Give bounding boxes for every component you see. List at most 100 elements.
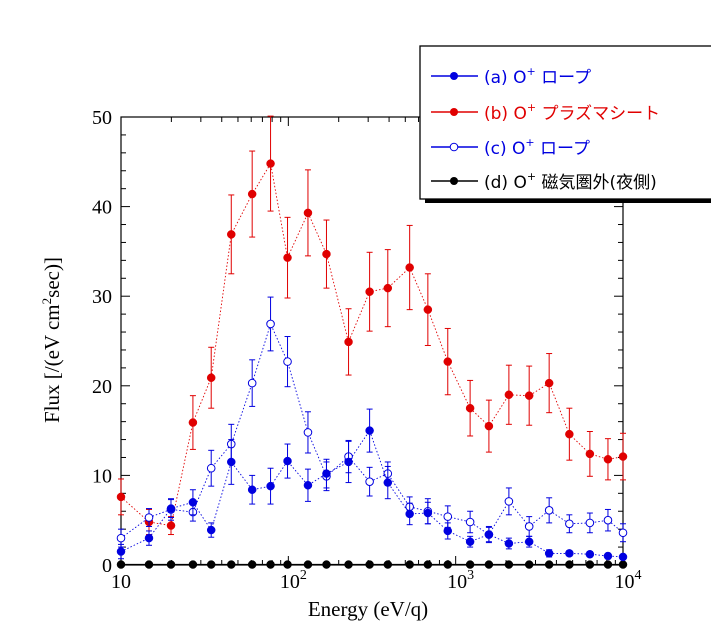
data-point (283, 560, 292, 569)
legend-label-tail: プラズマシート (536, 104, 660, 124)
data-point (266, 159, 275, 168)
data-point (405, 509, 414, 519)
legend-marker (450, 108, 458, 116)
y-axis-title-superscript: 2 (39, 298, 54, 305)
legend-marker (450, 177, 458, 185)
data-point (465, 517, 475, 527)
y-axis-title-main: Flux [/(eV cm (40, 304, 64, 423)
series-d (116, 560, 628, 569)
data-point (206, 525, 216, 535)
data-point (443, 357, 453, 366)
y-tick-label: 20 (92, 376, 112, 398)
x-axis-title: Energy (eV/q) (308, 597, 428, 621)
data-point (283, 357, 292, 366)
data-point (465, 403, 475, 413)
data-point (544, 378, 554, 388)
legend-label-superscript: + (525, 136, 534, 149)
data-point (603, 515, 613, 525)
data-point (344, 337, 353, 347)
data-point (303, 560, 313, 569)
data-point (504, 539, 514, 548)
legend-label-superscript: + (526, 65, 535, 78)
data-point (603, 455, 613, 464)
data-point (188, 560, 198, 569)
legend: (a) O+ ロープ(b) O+ プラズマシート(c) O+ ロープ(d) O+… (419, 45, 711, 203)
y-axis-title-tail: sec)] (40, 257, 64, 298)
legend-label: (b) O+ プラズマシート (484, 101, 660, 124)
data-point (365, 426, 374, 435)
y-tick-label: 10 (92, 465, 112, 487)
data-point (484, 421, 494, 431)
data-point (303, 208, 313, 218)
x-tick-label: 104 (615, 568, 642, 593)
data-point (247, 189, 257, 199)
data-point (116, 547, 126, 556)
series-line (120, 322, 624, 539)
data-point (247, 378, 257, 388)
data-point (618, 452, 628, 461)
data-point (524, 560, 534, 569)
data-point (423, 560, 433, 569)
data-point (544, 549, 554, 558)
data-point (116, 533, 126, 543)
data-point (405, 560, 414, 569)
data-point (247, 560, 257, 569)
data-point (344, 560, 353, 569)
data-point (365, 287, 374, 296)
data-point (544, 560, 554, 569)
data-point (116, 560, 126, 569)
x-tick-base: 10 (615, 571, 635, 593)
series-b (116, 115, 628, 536)
series-line (120, 429, 624, 558)
data-point (166, 521, 176, 530)
x-tick-exponent: 2 (300, 568, 307, 583)
legend-label: (d) O+ 磁気圏外(夜側) (484, 170, 657, 193)
data-point (565, 429, 574, 439)
data-point (303, 428, 313, 437)
data-point (144, 560, 154, 569)
data-point (383, 560, 393, 569)
data-point (565, 560, 574, 569)
x-tick-exponent: 4 (635, 568, 642, 583)
data-point (618, 560, 628, 569)
legend-label-tail: 磁気圏外(夜側) (536, 173, 657, 193)
data-point (227, 560, 236, 569)
data-point (565, 549, 574, 558)
x-tick-label: 102 (280, 568, 307, 593)
data-point (188, 418, 198, 427)
data-point (504, 390, 514, 400)
data-point (365, 477, 374, 486)
data-point (443, 512, 453, 521)
data-point (188, 498, 198, 507)
data-point (565, 519, 574, 529)
data-point (618, 552, 628, 562)
x-tick-label: 103 (447, 568, 474, 593)
data-point (266, 560, 275, 569)
data-point (247, 485, 257, 494)
data-point (603, 560, 613, 569)
data-point (283, 253, 292, 262)
data-point (322, 249, 331, 259)
x-tick-base: 10 (280, 571, 300, 593)
legend-marker (450, 72, 458, 80)
x-tick-base: 10 (111, 571, 131, 593)
data-point (524, 522, 534, 531)
legend-item-c: (c) O+ ロープ (431, 136, 590, 159)
y-tick-label: 30 (92, 286, 112, 308)
y-tick-label: 50 (92, 107, 112, 129)
data-point (423, 305, 433, 314)
data-point (383, 478, 393, 487)
data-point (618, 528, 628, 538)
data-point (283, 456, 292, 466)
data-point (504, 497, 514, 506)
legend-label-main: (d) O (484, 173, 527, 193)
data-point (484, 530, 494, 539)
legend-label: (a) O+ ロープ (484, 65, 591, 88)
x-tick-label: 10 (111, 571, 131, 593)
y-tick-label: 0 (102, 555, 112, 577)
data-point (227, 457, 236, 467)
data-point (144, 533, 154, 543)
legend-marker (449, 142, 459, 152)
data-point (344, 457, 353, 467)
